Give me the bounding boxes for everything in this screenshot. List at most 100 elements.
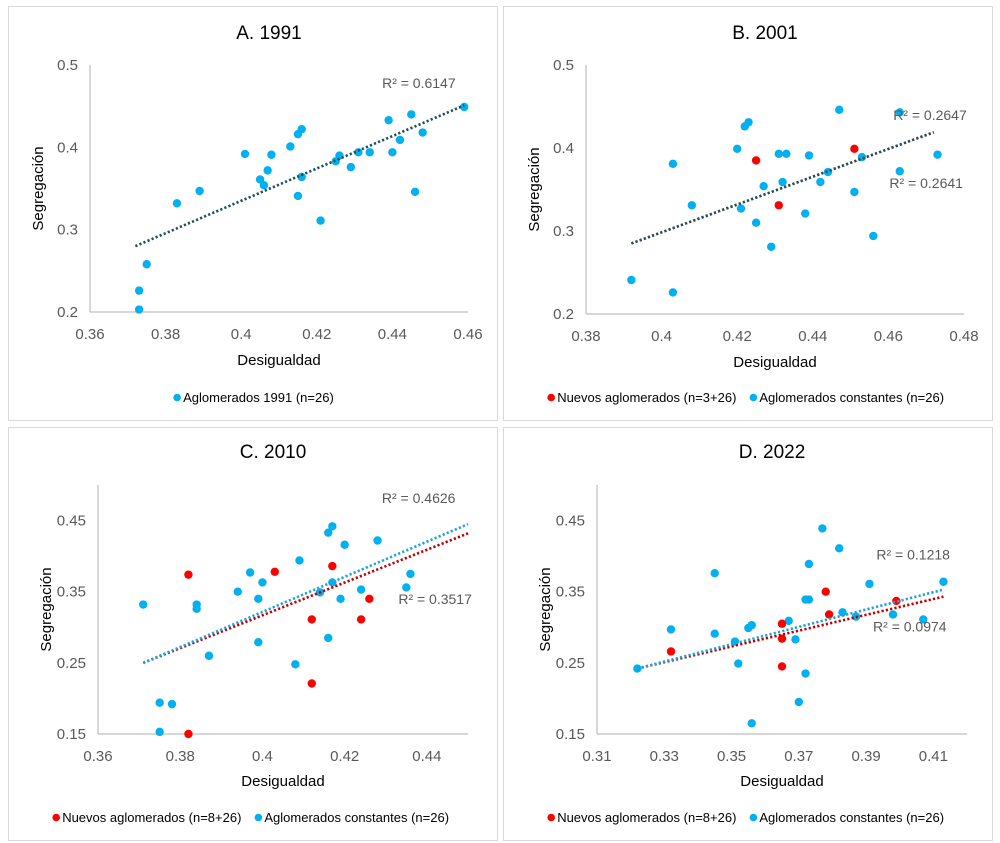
legend-label: Nuevos aglomerados (n=3+26) [557,390,736,405]
data-point-constante [778,177,787,187]
data-point-constante [784,616,793,626]
data-point-constante [895,108,904,117]
x-tick-label: 0.44 [798,328,827,345]
data-point-constante [834,544,844,553]
data-point-constante [263,166,272,175]
data-point-constante [402,583,411,592]
data-point-constante [336,594,345,604]
data-point-constante [835,105,844,115]
x-tick-label: 0.41 [919,748,948,765]
data-point-nuevo [751,156,761,165]
chart-d: D. 2022 0.31 0.33 0.35 0.37 0.39 0.41 0.15 0.25 0… [537,442,967,825]
legend-item: Nuevos aglomerados (n=8+26) [547,810,736,825]
data-point-constante [710,569,719,578]
data-point-nuevo [850,144,859,154]
data-point-constante [850,187,859,197]
legend-item: Aglomerados constantes (n=26) [749,390,944,405]
x-tick-label: 0.44 [412,748,441,765]
panel-a: A. 1991 0.36 0.38 0.4 0.42 0.44 0.46 0.2 0.3 0.4 0… [8,6,498,421]
data-point-nuevo [328,561,337,571]
data-point-constante [919,615,928,624]
chart-title: B. 2001 [732,23,798,44]
data-point-constante [293,191,303,201]
data-point-constante [633,664,642,673]
data-point-constante [733,144,742,154]
legend-label: Nuevos aglomerados (n=8+26) [557,810,736,825]
data-point-constante [767,242,776,251]
x-axis-label: Desigualdad [740,773,823,790]
data-point-constante [816,177,825,187]
y-axis-label: Segregación [526,147,543,231]
data-point-constante [356,585,366,594]
x-tick-label: 0.39 [851,748,880,765]
legend-label: Aglomerados constantes (n=26) [759,390,944,405]
data-point-constante [267,150,276,159]
data-point-nuevo [356,615,366,624]
x-tick-label: 0.4 [252,748,273,765]
data-point-constante [324,633,333,643]
x-tick-label: 0.36 [83,748,112,765]
legend-label: Nuevos aglomerados (n=8+26) [62,810,241,825]
data-point-constante [418,128,427,137]
data-point-nuevo [184,729,193,739]
data-point-constante [791,635,800,644]
y-tick-label: 0.2 [57,304,78,321]
data-point-constante [410,187,420,196]
x-tick-label: 0.42 [302,326,331,343]
legend-label: Aglomerados 1991 (n=26) [183,390,334,405]
x-tick-label: 0.33 [650,748,679,765]
y-tick-label: 0.3 [553,223,574,240]
data-point-constante [373,536,382,545]
y-tick-label: 0.35 [57,584,86,601]
r-squared-label: R² = 0.3517 [398,591,472,607]
y-tick-label: 0.5 [553,57,574,74]
chart-b: B. 2001 0.38 0.4 0.42 0.44 0.46 0.48 0.2 0.3 0.4 0… [526,23,979,405]
data-point-nuevo [777,662,787,671]
data-point-constante [804,151,814,160]
legend-marker [254,813,263,822]
legend: Nuevos aglomerados (n=3+26) Aglomerados c… [547,390,944,405]
data-point-constante [254,638,263,647]
y-tick-label: 0.4 [57,139,78,156]
x-tick-label: 0.38 [166,748,195,765]
x-tick-label: 0.46 [453,326,482,343]
legend-marker [52,813,60,822]
data-point-constante [774,149,783,159]
x-tick-label: 0.44 [378,326,407,343]
data-point-constante [751,218,761,227]
x-axis-label: Desigualdad [733,354,816,371]
x-axis-label: Desigualdad [241,773,324,790]
data-point-constante [365,148,374,157]
y-axis-label: Segregación [537,567,554,651]
y-tick-label: 0.4 [553,140,574,157]
x-axis-label: Desigualdad [237,352,320,369]
trendline [630,131,935,245]
data-point-nuevo [777,619,787,628]
chart-title: A. 1991 [236,23,302,44]
data-point-constante [324,528,333,537]
data-point-constante [297,125,306,134]
data-point-nuevo [307,615,316,624]
panel-b: B. 2001 0.38 0.4 0.42 0.44 0.46 0.48 0.2 0.3 0.4 0… [503,6,993,421]
chart-a: A. 1991 0.36 0.38 0.4 0.42 0.44 0.46 0.2 0.3 0.4 0… [30,23,483,405]
legend-item: Nuevos aglomerados (n=8+26) [52,810,241,825]
x-tick-label: 0.35 [717,748,746,765]
legend-marker [547,393,555,402]
legend-label: Aglomerados constantes (n=26) [264,810,449,825]
data-point-constante [710,629,719,638]
y-axis-label: Segregación [30,146,47,230]
legend-label: Aglomerados constantes (n=26) [759,810,944,825]
x-tick-label: 0.4 [651,328,672,345]
legend: Aglomerados 1991 (n=26) [173,390,334,405]
chart-title: D. 2022 [739,442,806,463]
y-tick-label: 0.3 [57,222,78,239]
x-tick-label: 0.4 [231,326,252,343]
data-point-constante [240,149,250,159]
data-point-constante [172,199,182,208]
data-point-constante [254,594,263,604]
x-tick-label: 0.38 [151,326,180,343]
data-point-constante [297,172,306,182]
x-tick-label: 0.36 [75,326,104,343]
data-point-constante [388,148,397,157]
r-squared-label: R² = 0.2647 [893,107,967,123]
